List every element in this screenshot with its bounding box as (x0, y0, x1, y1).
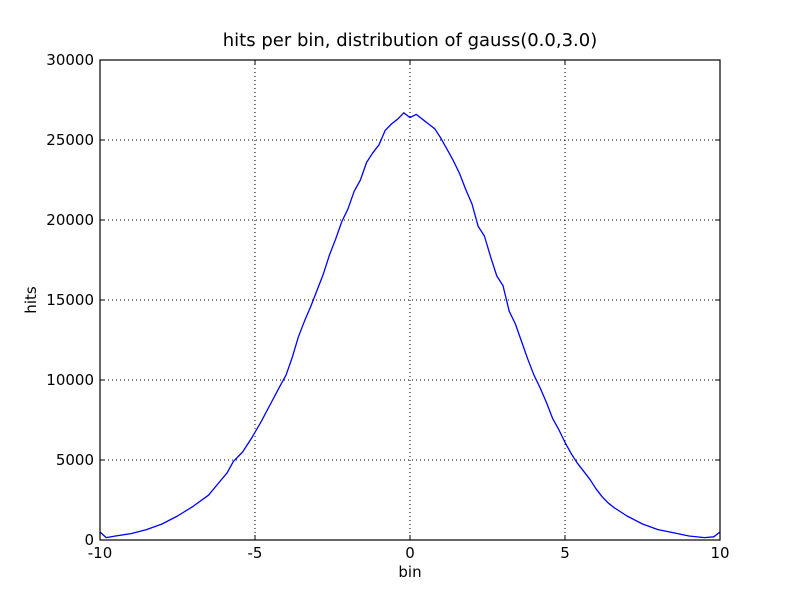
x-tick-label: -10 (88, 544, 113, 562)
chart-title: hits per bin, distribution of gauss(0.0,… (223, 30, 597, 51)
data-series (99, 112, 721, 539)
y-axis-title: hits (22, 286, 40, 314)
y-tick-label: 20000 (46, 211, 94, 229)
grid-lines (100, 60, 720, 540)
x-axis-title: bin (398, 563, 421, 581)
x-tick-label: 5 (560, 544, 570, 562)
x-tick-label: 10 (710, 544, 729, 562)
series-line (99, 112, 721, 539)
y-tick-label: 25000 (46, 131, 94, 149)
tick-marks (99, 59, 721, 541)
y-tick-labels: 0 5000 10000 15000 20000 25000 30000 (46, 51, 94, 549)
x-tick-labels: -10 -5 0 5 10 (88, 544, 730, 562)
y-tick-label: 0 (84, 531, 94, 549)
x-tick-label: -5 (248, 544, 263, 562)
y-tick-label: 5000 (56, 451, 94, 469)
y-tick-label: 10000 (46, 371, 94, 389)
x-tick-label: 0 (405, 544, 415, 562)
y-tick-label: 15000 (46, 291, 94, 309)
y-tick-label: 30000 (46, 51, 94, 69)
